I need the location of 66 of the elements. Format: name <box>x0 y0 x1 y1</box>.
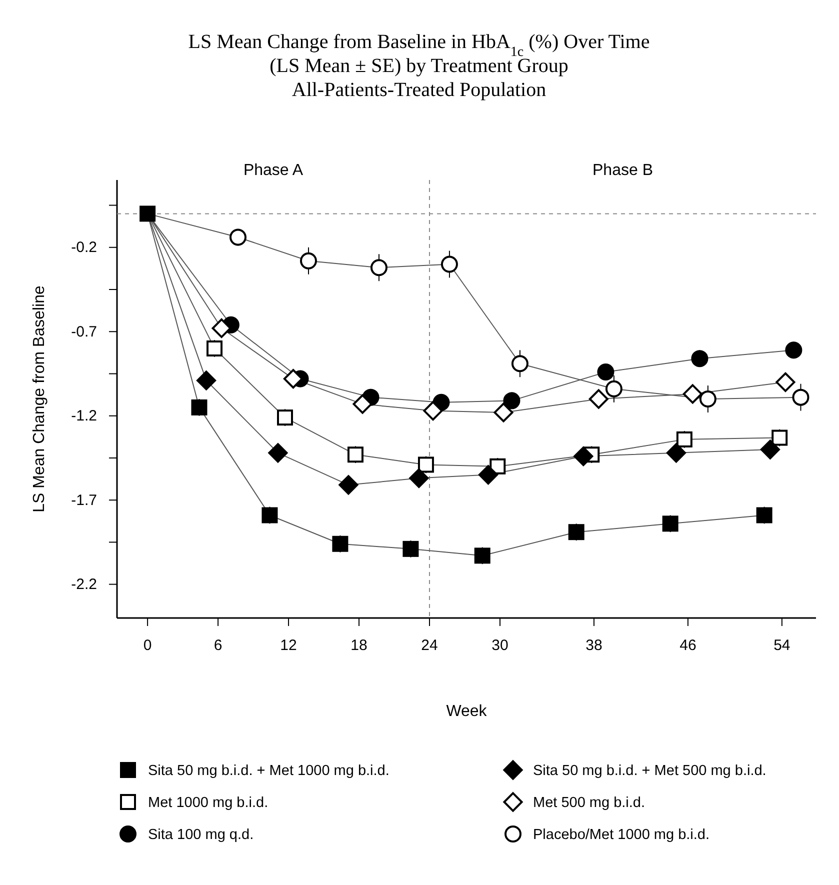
x-tick-label: 54 <box>774 637 790 654</box>
point <box>262 507 278 524</box>
point <box>276 410 293 426</box>
legend-label: Met 1000 mg b.i.d. <box>148 795 268 811</box>
point <box>347 446 364 463</box>
y-tick-label: -1.7 <box>71 492 97 509</box>
x-tick-label: 12 <box>280 637 297 654</box>
point <box>503 392 520 410</box>
point <box>332 536 348 552</box>
legend-label: Met 500 mg b.i.d. <box>533 795 646 811</box>
x-tick-label: 24 <box>421 637 438 654</box>
x-tick-label: 18 <box>350 637 368 654</box>
point <box>230 228 247 246</box>
point <box>691 350 708 368</box>
point <box>494 402 514 422</box>
y-tick-label: -0.2 <box>71 239 97 256</box>
legend-label: Placebo/Met 1000 mg b.i.d. <box>533 827 710 843</box>
y-axis-title: LS Mean Change from Baseline <box>31 286 48 512</box>
y-tick-label: -1.2 <box>71 408 97 425</box>
point <box>206 340 223 356</box>
point <box>760 440 780 460</box>
point <box>699 390 716 408</box>
x-tick-label: 6 <box>214 637 222 654</box>
point <box>568 524 584 540</box>
x-tick-label: 46 <box>680 637 696 654</box>
point <box>772 430 788 446</box>
point <box>440 256 458 273</box>
point <box>418 456 434 473</box>
point <box>474 548 490 564</box>
x-axis-title: Week <box>446 703 488 720</box>
text: Phase A <box>243 162 304 179</box>
point <box>370 259 388 276</box>
point <box>300 252 317 270</box>
point <box>352 394 372 414</box>
y-tick-label: -0.7 <box>71 323 97 340</box>
point <box>605 380 622 398</box>
point <box>785 342 802 359</box>
point <box>776 372 796 392</box>
point <box>666 443 686 463</box>
legend-label: Sita 100 mg q.d. <box>148 827 254 843</box>
point <box>792 388 810 406</box>
point <box>196 370 216 390</box>
point <box>409 468 429 488</box>
point <box>574 446 594 466</box>
x-tick-label: 0 <box>143 637 152 654</box>
point <box>140 206 156 222</box>
point <box>756 507 772 524</box>
point <box>662 516 678 532</box>
point <box>283 369 303 389</box>
point <box>478 465 498 485</box>
point <box>402 540 419 557</box>
point <box>268 443 288 463</box>
point <box>191 399 208 416</box>
point <box>597 364 614 381</box>
x-tick-label: 30 <box>492 637 508 654</box>
point <box>338 475 358 495</box>
point <box>676 431 692 448</box>
legend-label: Sita 50 mg b.i.d. + Met 500 mg b.i.d. <box>533 763 766 779</box>
point <box>423 401 443 421</box>
text: Phase B <box>592 162 653 179</box>
point <box>682 384 702 404</box>
point <box>588 389 608 409</box>
point <box>511 355 528 372</box>
x-tick-label: 38 <box>586 637 602 654</box>
legend-label: Sita 50 mg b.i.d. + Met 1000 mg b.i.d. <box>148 763 390 779</box>
y-tick-label: -2.2 <box>71 576 97 594</box>
